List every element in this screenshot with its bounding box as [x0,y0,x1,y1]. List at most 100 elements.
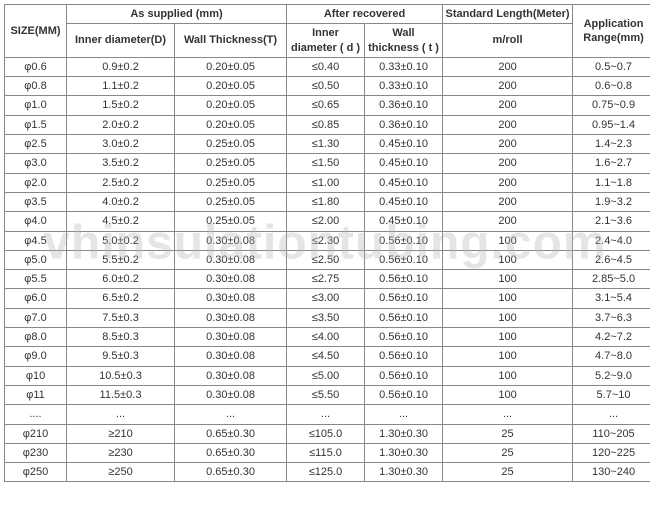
table-body: φ0.60.9±0.20.20±0.05≤0.400.33±0.102000.5… [5,57,650,482]
cell-size: φ1.0 [5,96,67,115]
cell-inner_d: ≤2.30 [287,231,365,250]
cell-std: 100 [443,385,573,404]
cell-wall_T: 0.30±0.08 [175,250,287,269]
cell-wall_t: 0.45±0.10 [365,135,443,154]
cell-inner_D: ≥230 [67,443,175,462]
cell-size: φ3.5 [5,192,67,211]
header-size: SIZE(MM) [5,5,67,58]
cell-inner_d: ≤2.00 [287,212,365,231]
cell-wall_t: 0.56±0.10 [365,270,443,289]
cell-app: 1.6~2.7 [573,154,650,173]
cell-inner_d: ≤0.50 [287,77,365,96]
cell-inner_D: 2.0±0.2 [67,115,175,134]
cell-wall_T: 0.25±0.05 [175,154,287,173]
cell-inner_d: ≤2.75 [287,270,365,289]
cell-inner_d: ≤3.00 [287,289,365,308]
cell-wall_t: 0.56±0.10 [365,231,443,250]
cell-std: 100 [443,289,573,308]
cell-app: 0.6~0.8 [573,77,650,96]
table-row: φ6.06.5±0.20.30±0.08≤3.000.56±0.101003.1… [5,289,650,308]
table-row: φ250≥2500.65±0.30≤125.01.30±0.3025130~24… [5,463,650,482]
header-as-supplied: As supplied (mm) [67,5,287,24]
cell-inner_D: 5.0±0.2 [67,231,175,250]
cell-inner_D: 10.5±0.3 [67,366,175,385]
cell-wall_t: 0.45±0.10 [365,173,443,192]
cell-wall_T: 0.30±0.08 [175,231,287,250]
cell-wall_T: 0.30±0.08 [175,289,287,308]
cell-size: φ4.0 [5,212,67,231]
cell-app: 3.1~5.4 [573,289,650,308]
cell-inner_D: 6.0±0.2 [67,270,175,289]
cell-wall_T: 0.30±0.08 [175,385,287,404]
cell-size: φ5.5 [5,270,67,289]
cell-app: ... [573,405,650,424]
cell-wall_t: 0.33±0.10 [365,77,443,96]
table-row: φ5.05.5±0.20.30±0.08≤2.500.56±0.101002.6… [5,250,650,269]
cell-std: 25 [443,463,573,482]
cell-app: 5.2~9.0 [573,366,650,385]
cell-std: 100 [443,250,573,269]
table-row: φ5.56.0±0.20.30±0.08≤2.750.56±0.101002.8… [5,270,650,289]
header-inner-d-cap: Inner diameter(D) [67,24,175,58]
cell-size: φ6.0 [5,289,67,308]
cell-inner_d: ... [287,405,365,424]
cell-std: 100 [443,270,573,289]
cell-wall_t: 0.56±0.10 [365,250,443,269]
table-row: φ7.07.5±0.30.30±0.08≤3.500.56±0.101003.7… [5,308,650,327]
cell-size: φ0.6 [5,57,67,76]
cell-inner_D: ≥250 [67,463,175,482]
cell-size: .... [5,405,67,424]
header-std-length: Standard Length(Meter) [443,5,573,24]
cell-std: ... [443,405,573,424]
header-app-range: Application Range(mm) [573,5,650,58]
cell-wall_T: 0.20±0.05 [175,96,287,115]
cell-app: 120~225 [573,443,650,462]
cell-wall_t: 0.33±0.10 [365,57,443,76]
cell-inner_d: ≤115.0 [287,443,365,462]
cell-wall_t: 1.30±0.30 [365,443,443,462]
cell-app: 110~205 [573,424,650,443]
cell-inner_D: 4.0±0.2 [67,192,175,211]
table-row: φ1.01.5±0.20.20±0.05≤0.650.36±0.102000.7… [5,96,650,115]
cell-wall_t: 0.45±0.10 [365,212,443,231]
cell-size: φ0.8 [5,77,67,96]
cell-inner_d: ≤4.50 [287,347,365,366]
cell-std: 100 [443,231,573,250]
cell-size: φ250 [5,463,67,482]
cell-inner_D: 9.5±0.3 [67,347,175,366]
table-row: φ1010.5±0.30.30±0.08≤5.000.56±0.101005.2… [5,366,650,385]
cell-size: φ11 [5,385,67,404]
table-row: φ3.54.0±0.20.25±0.05≤1.800.45±0.102001.9… [5,192,650,211]
cell-std: 200 [443,212,573,231]
cell-app: 2.4~4.0 [573,231,650,250]
cell-size: φ8.0 [5,328,67,347]
cell-std: 200 [443,77,573,96]
cell-inner_d: ≤4.00 [287,328,365,347]
table-row: φ1111.5±0.30.30±0.08≤5.500.56±0.101005.7… [5,385,650,404]
cell-std: 100 [443,347,573,366]
cell-app: 4.7~8.0 [573,347,650,366]
cell-app: 0.95~1.4 [573,115,650,134]
cell-inner_d: ≤0.85 [287,115,365,134]
cell-size: φ10 [5,366,67,385]
cell-app: 2.6~4.5 [573,250,650,269]
cell-wall_t: 0.36±0.10 [365,115,443,134]
cell-std: 200 [443,115,573,134]
cell-wall_T: 0.25±0.05 [175,212,287,231]
cell-inner_d: ≤3.50 [287,308,365,327]
cell-inner_D: 8.5±0.3 [67,328,175,347]
cell-wall_t: 1.30±0.30 [365,424,443,443]
cell-inner_d: ≤1.30 [287,135,365,154]
cell-wall_T: 0.65±0.30 [175,424,287,443]
table-row: φ2.53.0±0.20.25±0.05≤1.300.45±0.102001.4… [5,135,650,154]
cell-std: 200 [443,154,573,173]
cell-inner_d: ≤2.50 [287,250,365,269]
cell-std: 100 [443,366,573,385]
cell-wall_t: 0.45±0.10 [365,154,443,173]
cell-std: 200 [443,173,573,192]
cell-inner_d: ≤1.00 [287,173,365,192]
cell-wall_T: 0.30±0.08 [175,308,287,327]
header-inner-d-small: Inner diameter ( d ) [287,24,365,58]
cell-app: 1.4~2.3 [573,135,650,154]
cell-wall_T: 0.30±0.08 [175,328,287,347]
